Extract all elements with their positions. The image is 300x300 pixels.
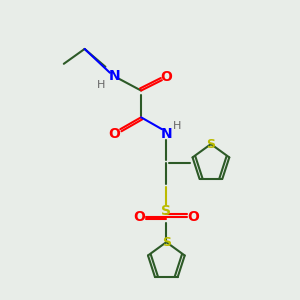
Text: O: O (108, 127, 120, 141)
Text: H: H (97, 80, 105, 90)
Text: N: N (160, 127, 172, 141)
Text: S: S (206, 138, 215, 151)
Text: O: O (160, 70, 172, 84)
Text: H: H (172, 121, 181, 131)
Text: O: O (134, 210, 146, 224)
Text: S: S (161, 204, 171, 218)
Text: S: S (162, 236, 171, 249)
Text: O: O (187, 210, 199, 224)
Text: N: N (109, 69, 120, 83)
